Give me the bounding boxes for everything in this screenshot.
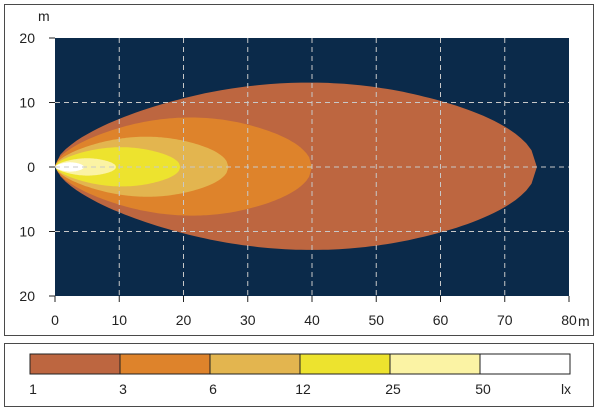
legend-swatch-25 [389,353,481,375]
legend-swatch-3 [119,353,211,375]
legend-label: 6 [209,381,217,397]
legend-swatch-6 [209,353,301,375]
legend-swatch-50 [479,353,571,375]
x-tick-label: 10 [111,312,127,328]
axis-ticks: 0 10 20 30 40 50 60 70 80 20 10 0 10 20 [19,30,577,328]
y-tick-label: 20 [19,288,35,304]
x-tick-label: 70 [497,312,513,328]
zone-50-lx [55,162,84,172]
x-tick-label: 40 [304,312,320,328]
legend-label: 1 [29,381,37,397]
x-tick-label: 80 [561,312,577,328]
zone-12-lx [55,147,181,187]
y-tick-label: 20 [19,30,35,46]
x-tick-label: 50 [368,312,384,328]
legend-swatch-1 [29,353,121,375]
legend-swatch-12 [299,353,391,375]
x-tick-label: 20 [176,312,192,328]
x-tick-label: 30 [240,312,256,328]
legend-label: 12 [295,381,311,397]
y-tick-label: 0 [27,159,35,175]
y-tick-label: 10 [19,224,35,240]
grid-lines [55,38,569,296]
x-tick-label: 60 [433,312,449,328]
y-tick-label: 10 [19,95,35,111]
legend-label: 25 [385,381,401,397]
legend-label: 3 [119,381,127,397]
plot-frame [4,4,594,336]
x-tick-label: 0 [51,312,59,328]
legend-label: 50 [475,381,491,397]
legend: 1 3 6 12 25 50 lx [29,353,571,397]
legend-frame [4,343,594,407]
legend-unit: lx [561,381,571,397]
y-axis-unit: m [38,8,50,24]
x-axis-unit: m [578,313,590,329]
